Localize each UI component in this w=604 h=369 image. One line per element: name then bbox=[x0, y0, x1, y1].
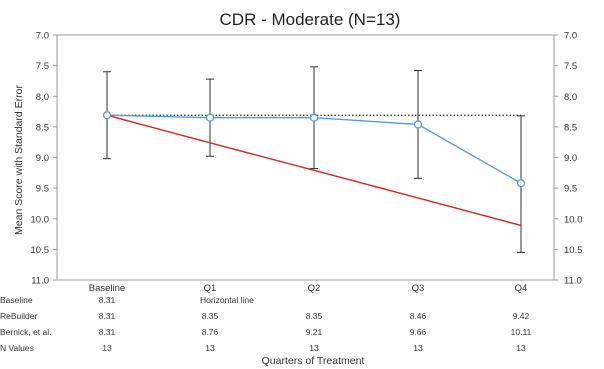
plot-area bbox=[56, 34, 555, 281]
y-tick-label-right: 11.0 bbox=[564, 276, 582, 287]
table-cell: 13 bbox=[516, 343, 526, 353]
table-cell: Horizontal line bbox=[200, 295, 254, 305]
x-tick-label: Baseline bbox=[89, 283, 125, 294]
y-tick-label-right: 9.5 bbox=[564, 184, 577, 195]
table-cell: 8.31 bbox=[99, 295, 116, 305]
table-cell: 8.46 bbox=[410, 311, 427, 321]
y-tick-label-right: 8.5 bbox=[564, 122, 577, 133]
table-cell: 13 bbox=[413, 343, 423, 353]
x-axis-label: Quarters of Treatment bbox=[262, 355, 365, 367]
data-point-rebuilder bbox=[309, 113, 319, 122]
y-tick-label-right: 9.0 bbox=[564, 153, 577, 164]
y-tick-label-right: 8.0 bbox=[564, 92, 577, 103]
table-cell: 9.66 bbox=[410, 327, 427, 337]
table-cell: 8.35 bbox=[202, 311, 219, 321]
table-row-header: N Values bbox=[0, 343, 34, 353]
y-tick-label-left: 9.5 bbox=[36, 184, 49, 195]
data-point-rebuilder bbox=[413, 120, 423, 129]
y-tick-label-right: 7.0 bbox=[564, 31, 577, 42]
y-tick-label-right: 10.5 bbox=[564, 245, 583, 256]
series-line-bernick bbox=[106, 114, 522, 227]
y-tick-label-left: 8.0 bbox=[36, 92, 49, 103]
data-point-rebuilder bbox=[102, 111, 112, 120]
y-tick-label-right: 10.0 bbox=[564, 214, 583, 225]
table-row-header: ReBuilder bbox=[0, 311, 37, 321]
x-tick-label: Q2 bbox=[308, 283, 321, 294]
y-tick-label-right: 7.5 bbox=[564, 61, 577, 72]
y-tick-label-left: 7.5 bbox=[36, 61, 49, 72]
table-cell: 13 bbox=[309, 343, 319, 353]
table-row-header: Bernick, et al. bbox=[0, 327, 52, 337]
table-cell: 8.31 bbox=[99, 327, 116, 337]
table-cell: 13 bbox=[102, 343, 112, 353]
table-row-header: Baseline bbox=[0, 295, 33, 305]
table-cell: 9.42 bbox=[513, 311, 530, 321]
table-cell: 9.21 bbox=[306, 327, 323, 337]
y-tick-label-left: 10.0 bbox=[31, 214, 50, 225]
x-tick-label: Q3 bbox=[412, 283, 425, 294]
x-tick-label: Q4 bbox=[515, 283, 528, 294]
y-tick-label-left: 11.0 bbox=[31, 276, 49, 287]
data-point-rebuilder bbox=[516, 179, 526, 188]
chart-title: CDR - Moderate (N=13) bbox=[220, 10, 401, 29]
y-tick-label-left: 7.0 bbox=[36, 31, 49, 42]
table-cell: 8.31 bbox=[99, 311, 116, 321]
x-tick-label: Q1 bbox=[204, 283, 217, 294]
y-tick-label-left: 8.5 bbox=[36, 122, 49, 133]
table-cell: 10.11 bbox=[511, 327, 532, 337]
table-cell: 8.35 bbox=[306, 311, 323, 321]
y-axis-label: Mean Score with Standard Error bbox=[13, 85, 25, 235]
y-tick-label-left: 9.0 bbox=[36, 153, 49, 164]
table-cell: 13 bbox=[205, 343, 215, 353]
table-cell: 8.76 bbox=[202, 327, 219, 337]
data-point-rebuilder bbox=[205, 113, 215, 122]
y-tick-label-left: 10.5 bbox=[31, 245, 50, 256]
